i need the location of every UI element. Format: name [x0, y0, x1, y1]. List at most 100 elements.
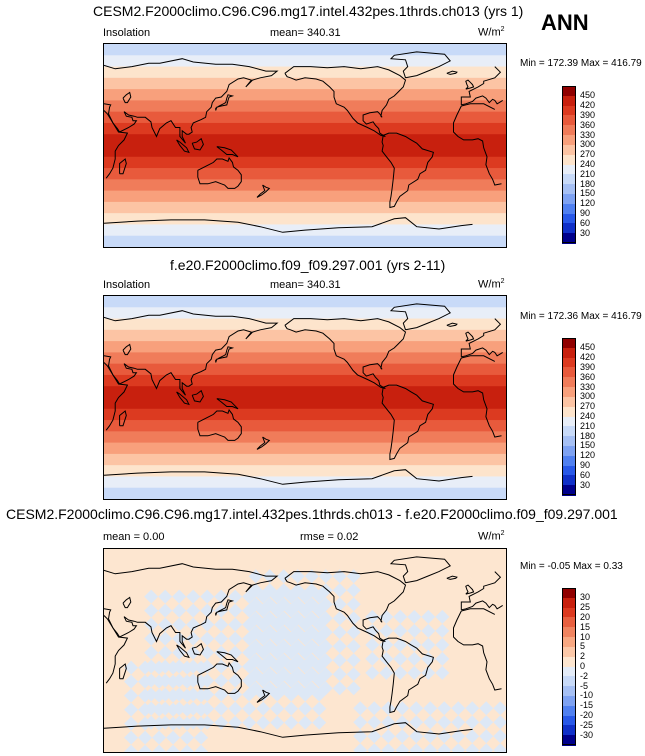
colorbar-tick-label: 210: [580, 168, 596, 179]
colorbar-swatch: [562, 164, 576, 175]
contour-cell: [144, 603, 159, 618]
contour-cell: [437, 701, 452, 716]
colorbar-tick-label: 120: [580, 450, 596, 461]
coastline: [191, 137, 204, 151]
contour-cell: [312, 701, 327, 716]
coastline: [389, 51, 451, 79]
contour-cell: [332, 569, 347, 584]
contour-cell: [270, 701, 285, 716]
contour-cell: [423, 743, 438, 752]
colorbar-swatch: [562, 367, 576, 378]
contour-cell: [304, 681, 319, 696]
contour-cell: [166, 730, 181, 745]
contour-cell: [248, 583, 263, 598]
colorbar-tick-label: 15: [580, 621, 591, 632]
colorbar-tick-label: 450: [580, 342, 596, 353]
contour-cell: [421, 651, 436, 666]
contour-band: [104, 100, 506, 113]
panel-1-variable-label: Insolation: [103, 27, 151, 39]
colorbar-swatch: [562, 144, 576, 156]
contour-cell: [381, 715, 396, 730]
contour-cell: [262, 653, 277, 668]
colorbar-swatch: [562, 656, 576, 667]
panel-3-units-label: W/m2: [478, 530, 505, 543]
contour-cell: [214, 659, 229, 674]
contour-cell: [346, 569, 361, 584]
panel-3-colorbar: 30 25 20 15 10 5 2 0 -2 -5 -10 -15 -20 -25 -30: [562, 588, 622, 746]
contour-cell: [194, 744, 209, 752]
contour-cell: [479, 729, 494, 744]
contour-cell: [304, 667, 319, 682]
panel-2-units-label: W/m2: [478, 278, 505, 291]
coastline: [446, 575, 458, 580]
contour-cell: [367, 715, 382, 730]
season-label: ANN: [541, 10, 589, 35]
contour-cell: [393, 637, 408, 652]
contour-cell: [276, 569, 291, 584]
contour-band: [104, 213, 506, 225]
contour-cell: [248, 597, 263, 612]
contour-cell: [421, 637, 436, 652]
colorbar-swatch: [562, 475, 576, 486]
contour-band: [104, 235, 506, 247]
contour-cell: [242, 673, 257, 688]
contour-band: [104, 487, 506, 499]
contour-band: [104, 168, 506, 180]
colorbar-swatch: [562, 607, 576, 618]
contour-band: [104, 179, 506, 192]
coastline: [104, 563, 503, 649]
contour-cell: [256, 589, 271, 604]
contour-cell: [256, 631, 271, 646]
contour-cell: [451, 701, 466, 716]
colorbar-tick-label: -30: [580, 729, 594, 740]
coastline: [104, 217, 473, 233]
contour-cell: [124, 716, 139, 731]
contour-cell: [270, 645, 285, 660]
contour-cell: [228, 673, 243, 688]
contour-cell: [479, 701, 494, 716]
contour-cell: [379, 609, 394, 624]
colorbar-swatch: [562, 154, 576, 165]
contour-cell: [395, 701, 410, 716]
contour-band: [104, 296, 506, 308]
contour-cell: [194, 716, 209, 731]
contour-cell: [284, 673, 299, 688]
contour-cell: [242, 715, 257, 730]
contour-cell: [353, 715, 368, 730]
colorbar-swatch: [562, 135, 576, 146]
contour-band: [104, 55, 506, 68]
contour-cell: [214, 631, 229, 646]
contour-cell: [166, 660, 181, 675]
coastline: [104, 722, 473, 738]
contour-band: [104, 89, 506, 101]
contour-cell: [214, 701, 229, 716]
contour-band: [104, 111, 506, 124]
contour-cell: [186, 603, 201, 618]
colorbar-swatch: [562, 627, 576, 638]
panel-3-mean-label: mean = 0.00: [103, 531, 165, 543]
panel-3-rmse-label: rmse = 0.02: [300, 531, 359, 543]
colorbar-swatch: [562, 705, 576, 717]
contour-cell: [276, 583, 291, 598]
contour-cell: [284, 589, 299, 604]
contour-cell: [304, 611, 319, 626]
contour-cell: [290, 569, 305, 584]
contour-cell: [200, 603, 215, 618]
contour-cell: [312, 603, 327, 618]
contour-cell: [166, 744, 181, 752]
contour-cell: [393, 623, 408, 638]
colorbar-swatch: [562, 223, 576, 234]
colorbar-frame: [562, 86, 576, 243]
colorbar-swatch: [562, 125, 576, 136]
contour-cell: [158, 589, 173, 604]
contour-cell: [270, 617, 285, 632]
coastline: [256, 689, 271, 703]
contour-cell: [214, 617, 229, 632]
contour-cell: [284, 701, 299, 716]
contour-cell: [180, 674, 195, 689]
contour-cell: [228, 617, 243, 632]
contour-cell: [318, 611, 333, 626]
colorbar-tick-label: -25: [580, 719, 594, 730]
coastline: [215, 94, 235, 111]
map-svg: [104, 44, 506, 247]
